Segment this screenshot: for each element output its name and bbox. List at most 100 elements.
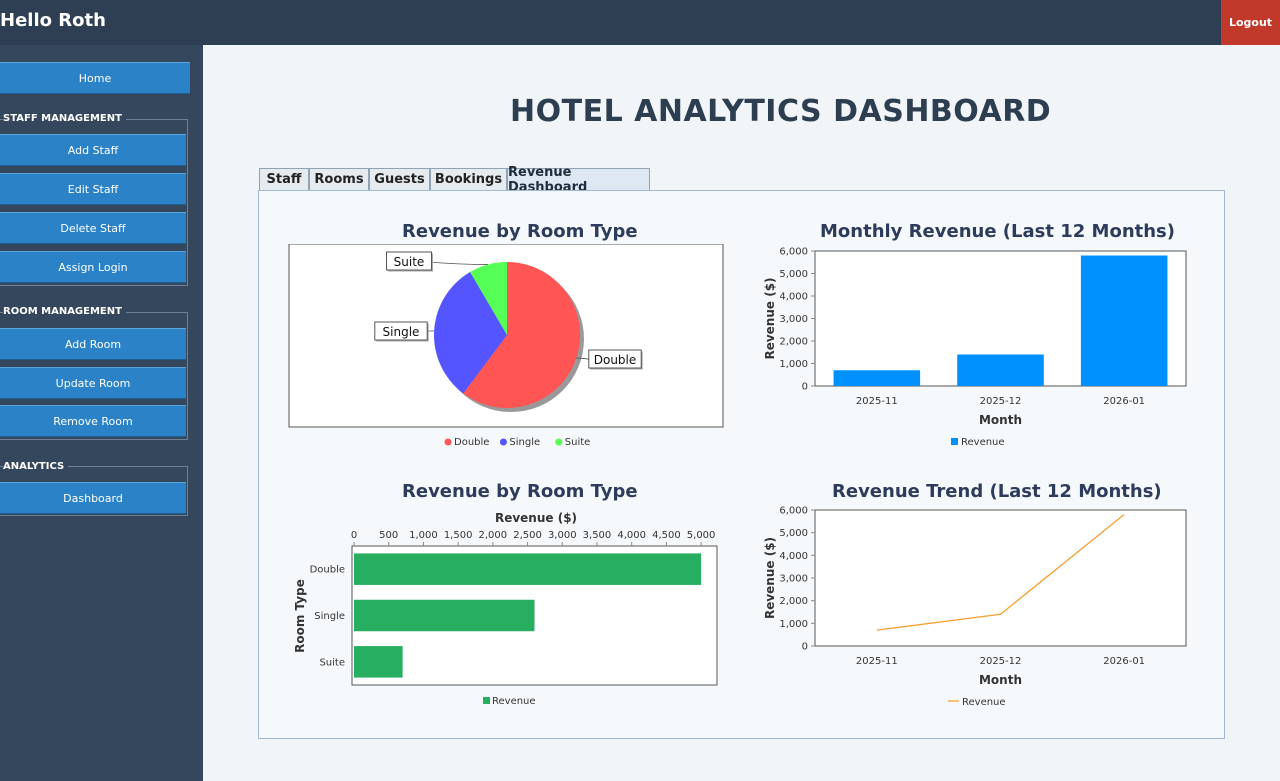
bar-2026-01 (1080, 255, 1168, 386)
pie-label-leader-suite (428, 261, 488, 265)
line-series-revenue (876, 514, 1125, 631)
add-room-button[interactable]: Add Room (0, 328, 186, 360)
line-xtick-label: 2025-11 (856, 656, 898, 667)
dashboard-button[interactable]: Dashboard (0, 482, 186, 514)
pie-legend-single: Single (509, 437, 540, 448)
line-ytick-label: 5,000 (779, 528, 808, 539)
pie-slice-single (434, 272, 507, 394)
home-button[interactable]: Home (0, 62, 190, 94)
hbar-xtick-label: 3,000 (548, 530, 577, 541)
bar-2025-12 (957, 354, 1044, 386)
edit-staff-button[interactable]: Edit Staff (0, 173, 186, 205)
hbar-x-axis-label: Revenue ($) (495, 511, 577, 525)
assign-login-button[interactable]: Assign Login (0, 251, 186, 283)
pie-legend-marker-double (444, 438, 452, 446)
bar-ytick-label: 4,000 (779, 292, 808, 303)
monthly-bar-chart-title: Monthly Revenue (Last 12 Months) (820, 221, 1175, 242)
bar-2025-11 (833, 370, 921, 386)
line-ytick-label: 0 (802, 642, 808, 653)
bar-xtick-label: 2025-12 (980, 396, 1022, 407)
page-title: HOTEL ANALYTICS DASHBOARD (510, 94, 1052, 129)
hbar-legend-label: Revenue (492, 696, 536, 707)
hbar-suite (354, 646, 403, 678)
hbar-xtick-label: 3,500 (583, 530, 612, 541)
line-xtick-label: 2025-12 (980, 656, 1022, 667)
hbar-y-axis-label: Room Type (293, 579, 307, 653)
hbar-xtick-label: 1,500 (444, 530, 473, 541)
hbar-chart: Revenue ($) 0 500 1,000 1,500 2,000 2,500 3,000… (293, 511, 718, 707)
pie-label-suite: Suite (394, 255, 425, 269)
pie-chart: Double Single Suite Double Single Suite (288, 244, 724, 448)
hbar-xtick-label: 0 (351, 530, 357, 541)
tab-guests[interactable]: Guests (369, 168, 430, 190)
pie-label-double: Double (594, 353, 637, 367)
sidebar: Home STAFF MANAGEMENT Add Staff Edit Sta… (0, 45, 203, 781)
bar-ytick-label: 1,000 (779, 359, 808, 370)
pie-legend-marker-single (499, 438, 507, 446)
room-management-title: ROOM MANAGEMENT (3, 306, 126, 317)
hbar-legend-marker (483, 697, 490, 704)
bar-xtick-label: 2025-11 (856, 396, 898, 407)
hbar-double (354, 553, 702, 585)
hbar-single (354, 599, 535, 632)
bar-ytick-label: 0 (802, 382, 808, 393)
monthly-bar-chart: 0 1,000 2,000 3,000 4,000 5,000 6,000 Revenue (… (763, 247, 1187, 448)
line-ytick-label: 4,000 (779, 551, 808, 562)
line-plot-frame (814, 509, 1187, 647)
pie-slice-suite (470, 262, 507, 335)
delete-staff-button[interactable]: Delete Staff (0, 212, 186, 244)
bar-ytick-label: 3,000 (779, 314, 808, 325)
pie-label-single: Single (383, 325, 420, 339)
tab-bookings[interactable]: Bookings (430, 168, 507, 190)
pie-legend-suite: Suite (565, 437, 591, 448)
pie-chart-title: Revenue by Room Type (402, 221, 638, 242)
pie-slice-double (463, 262, 580, 408)
staff-management-title: STAFF MANAGEMENT (3, 113, 126, 124)
pie-legend-double: Double (454, 437, 489, 448)
top-bar: Hello Roth Logout (0, 0, 1280, 45)
line-y-axis-label: Revenue ($) (763, 537, 777, 619)
bar-ytick-label: 5,000 (779, 269, 808, 280)
line-ytick-label: 3,000 (779, 574, 808, 585)
bar-legend-label: Revenue (961, 437, 1005, 448)
add-staff-button[interactable]: Add Staff (0, 134, 186, 166)
hbar-xtick-label: 2,500 (513, 530, 542, 541)
line-ytick-label: 6,000 (779, 506, 808, 517)
pie-label-box-double (588, 349, 642, 369)
analytics-title: ANALYTICS (3, 461, 69, 472)
hbar-ytick-label: Double (310, 565, 345, 576)
bar-x-axis-label: Month (979, 413, 1022, 427)
line-chart: 0 1,000 2,000 3,000 4,000 5,000 6,000 Revenue (… (763, 506, 1187, 708)
line-legend-label: Revenue (962, 697, 1006, 708)
bar-ytick-label: 2,000 (779, 337, 808, 348)
pie-label-box-single (374, 321, 428, 341)
bar-legend-marker (951, 438, 958, 445)
bar-xtick-label: 2026-01 (1103, 396, 1145, 407)
line-x-axis-label: Month (979, 673, 1022, 687)
line-ytick-label: 2,000 (779, 596, 808, 607)
hbar-chart-title: Revenue by Room Type (402, 481, 638, 502)
line-xtick-label: 2026-01 (1103, 656, 1145, 667)
line-ytick-label: 1,000 (779, 619, 808, 630)
hbar-xtick-label: 1,000 (409, 530, 438, 541)
analytics-group (0, 466, 188, 516)
pie-legend-marker-suite (555, 438, 563, 446)
hbar-xtick-label: 500 (379, 530, 398, 541)
bar-y-axis-label: Revenue ($) (763, 277, 777, 359)
hbar-xtick-label: 2,000 (479, 530, 508, 541)
pie-label-box-suite (386, 251, 432, 271)
tab-staff[interactable]: Staff (259, 168, 309, 190)
greeting-text: Hello Roth (0, 10, 106, 31)
logout-button[interactable]: Logout (1221, 0, 1280, 45)
hbar-xtick-label: 5,000 (687, 530, 716, 541)
hbar-ytick-label: Suite (319, 657, 345, 668)
tab-revenue-dashboard[interactable]: Revenue Dashboard (507, 165, 650, 195)
hbar-xtick-label: 4,000 (617, 530, 646, 541)
line-chart-title: Revenue Trend (Last 12 Months) (832, 481, 1162, 502)
remove-room-button[interactable]: Remove Room (0, 405, 186, 437)
tab-rooms[interactable]: Rooms (309, 168, 369, 190)
hbar-xtick-label: 4,500 (652, 530, 681, 541)
update-room-button[interactable]: Update Room (0, 367, 186, 399)
bar-ytick-label: 6,000 (779, 247, 808, 258)
hbar-ytick-label: Single (314, 611, 345, 622)
